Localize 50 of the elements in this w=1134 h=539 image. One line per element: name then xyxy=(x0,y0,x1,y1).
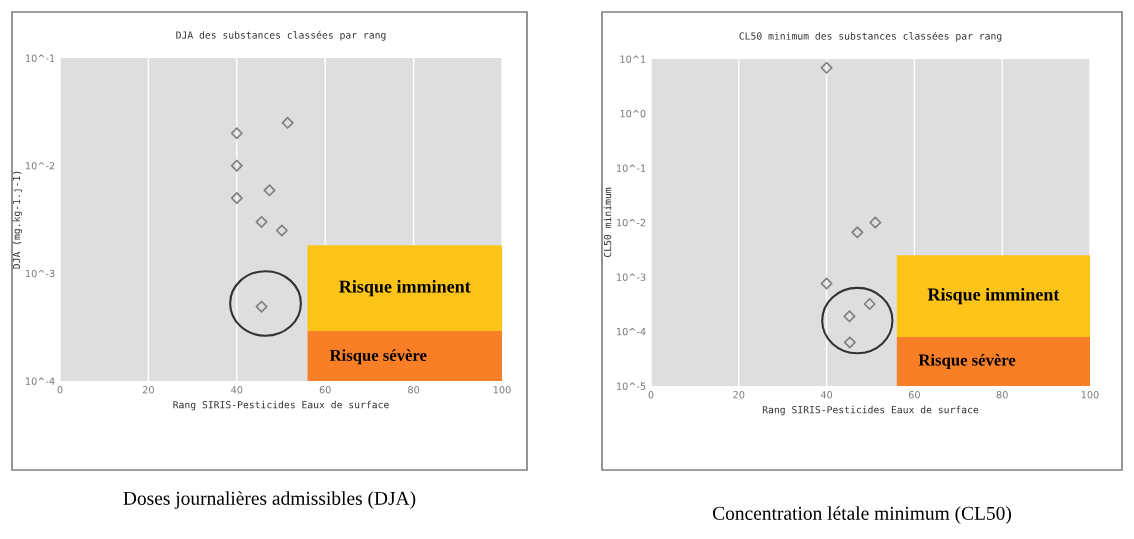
x-tick-label: 100 xyxy=(1081,391,1099,399)
point xyxy=(230,127,243,140)
point xyxy=(275,224,288,237)
y-tick-label: 10^-2 xyxy=(617,218,646,227)
point xyxy=(820,61,833,74)
point xyxy=(230,159,243,172)
y-tick-label: 10^-5 xyxy=(617,382,646,390)
y-tick-label: 10^-3 xyxy=(617,273,646,281)
point xyxy=(843,310,856,323)
x-tick-label: 40 xyxy=(820,391,833,399)
x-tick-label: 0 xyxy=(57,386,63,394)
point xyxy=(843,336,856,349)
y-tick-label: 10^-4 xyxy=(617,327,646,336)
text: Doses journalières admissibles (DJA) xyxy=(123,491,416,509)
x-tick-label: 80 xyxy=(408,386,420,394)
x-tick-label: 0 xyxy=(648,391,654,399)
y-axis-title: CL50 minimum xyxy=(603,187,612,257)
x-tick-label: 40 xyxy=(231,386,243,394)
chart-title: DJA des substances classées par rang xyxy=(176,30,386,41)
y-axis-title: DJA (mg.kg-1.j-1) xyxy=(12,171,23,269)
x-tick-label: 20 xyxy=(142,386,154,394)
point xyxy=(820,277,833,290)
point xyxy=(851,226,864,239)
y-tick-label: 10^-2 xyxy=(26,162,55,170)
x-tick-label: 100 xyxy=(493,386,511,394)
point xyxy=(869,216,882,229)
y-tick-label: 10^-1 xyxy=(26,54,55,62)
point xyxy=(263,184,276,197)
chart-title: CL50 minimum des substances classées par rang xyxy=(739,31,1002,42)
point xyxy=(255,215,268,228)
x-tick-label: 80 xyxy=(996,391,1008,399)
point xyxy=(281,116,294,129)
annotation: Risque sévère xyxy=(918,353,1016,370)
x-axis-title: Rang SIRIS-Pesticides Eaux de surface xyxy=(762,405,979,416)
x-tick-label: 20 xyxy=(733,391,745,399)
annotation: Risque imminent xyxy=(927,287,1060,305)
x-tick-label: 60 xyxy=(908,391,920,399)
y-tick-label: 10^1 xyxy=(620,55,646,63)
point xyxy=(863,297,876,311)
point xyxy=(230,192,243,205)
y-tick-label: 10^-4 xyxy=(26,377,55,385)
y-tick-label: 10^0 xyxy=(620,109,646,118)
annotation: Risque sévère xyxy=(329,349,427,365)
x-tick-label: 60 xyxy=(319,386,331,394)
y-tick-label: 10^-3 xyxy=(26,269,55,278)
x-axis-title: Rang SIRIS-Pesticides Eaux de surface xyxy=(173,400,389,411)
point xyxy=(255,300,268,313)
y-tick-label: 10^-1 xyxy=(617,164,646,172)
text: Concentration létale minimum (CL50) xyxy=(712,506,1011,524)
annotation: Risque imminent xyxy=(339,279,471,297)
